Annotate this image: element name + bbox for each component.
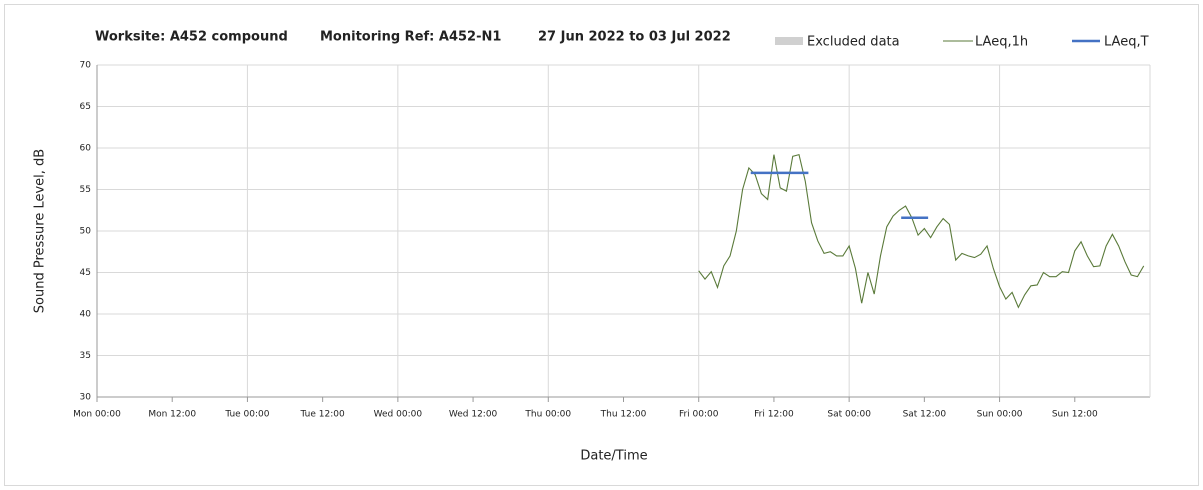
chart-title: Worksite: A452 compound [95,30,288,45]
y-tick-label: 65 [80,102,91,112]
x-tick-label: Sat 00:00 [827,410,871,420]
y-axis-label: Sound Pressure Level, dB [33,149,48,313]
x-tick-label: Wed 00:00 [374,410,423,420]
x-tick-label: Thu 12:00 [600,410,647,420]
legend-label: LAeq,1h [975,35,1028,50]
legend-swatch [775,37,803,45]
x-tick-label: Sun 00:00 [977,410,1023,420]
y-tick-label: 35 [80,351,91,361]
x-tick-label: Sat 12:00 [903,410,947,420]
y-tick-label: 55 [80,185,91,195]
y-tick-label: 50 [80,227,92,237]
x-tick-label: Mon 00:00 [73,410,121,420]
x-tick-label: Fri 00:00 [679,410,719,420]
y-tick-label: 70 [80,61,92,71]
x-tick-label: Tue 12:00 [300,410,345,420]
legend-label: Excluded data [807,35,900,50]
y-tick-label: 60 [80,144,92,154]
y-tick-label: 30 [80,393,92,403]
x-tick-label: Sun 12:00 [1052,410,1098,420]
x-tick-label: Tue 00:00 [224,410,269,420]
y-tick-label: 45 [80,268,91,278]
line-series [698,153,1145,309]
legend-label: LAeq,T [1104,35,1149,50]
x-tick-label: Fri 12:00 [754,410,794,420]
chart-title: Monitoring Ref: A452-N1 [320,30,501,45]
y-tick-label: 40 [80,310,92,320]
x-tick-label: Wed 12:00 [449,410,498,420]
x-tick-label: Thu 00:00 [524,410,571,420]
x-axis-label: Date/Time [580,449,647,464]
chart-title: 27 Jun 2022 to 03 Jul 2022 [538,30,731,45]
x-tick-label: Mon 12:00 [148,410,196,420]
